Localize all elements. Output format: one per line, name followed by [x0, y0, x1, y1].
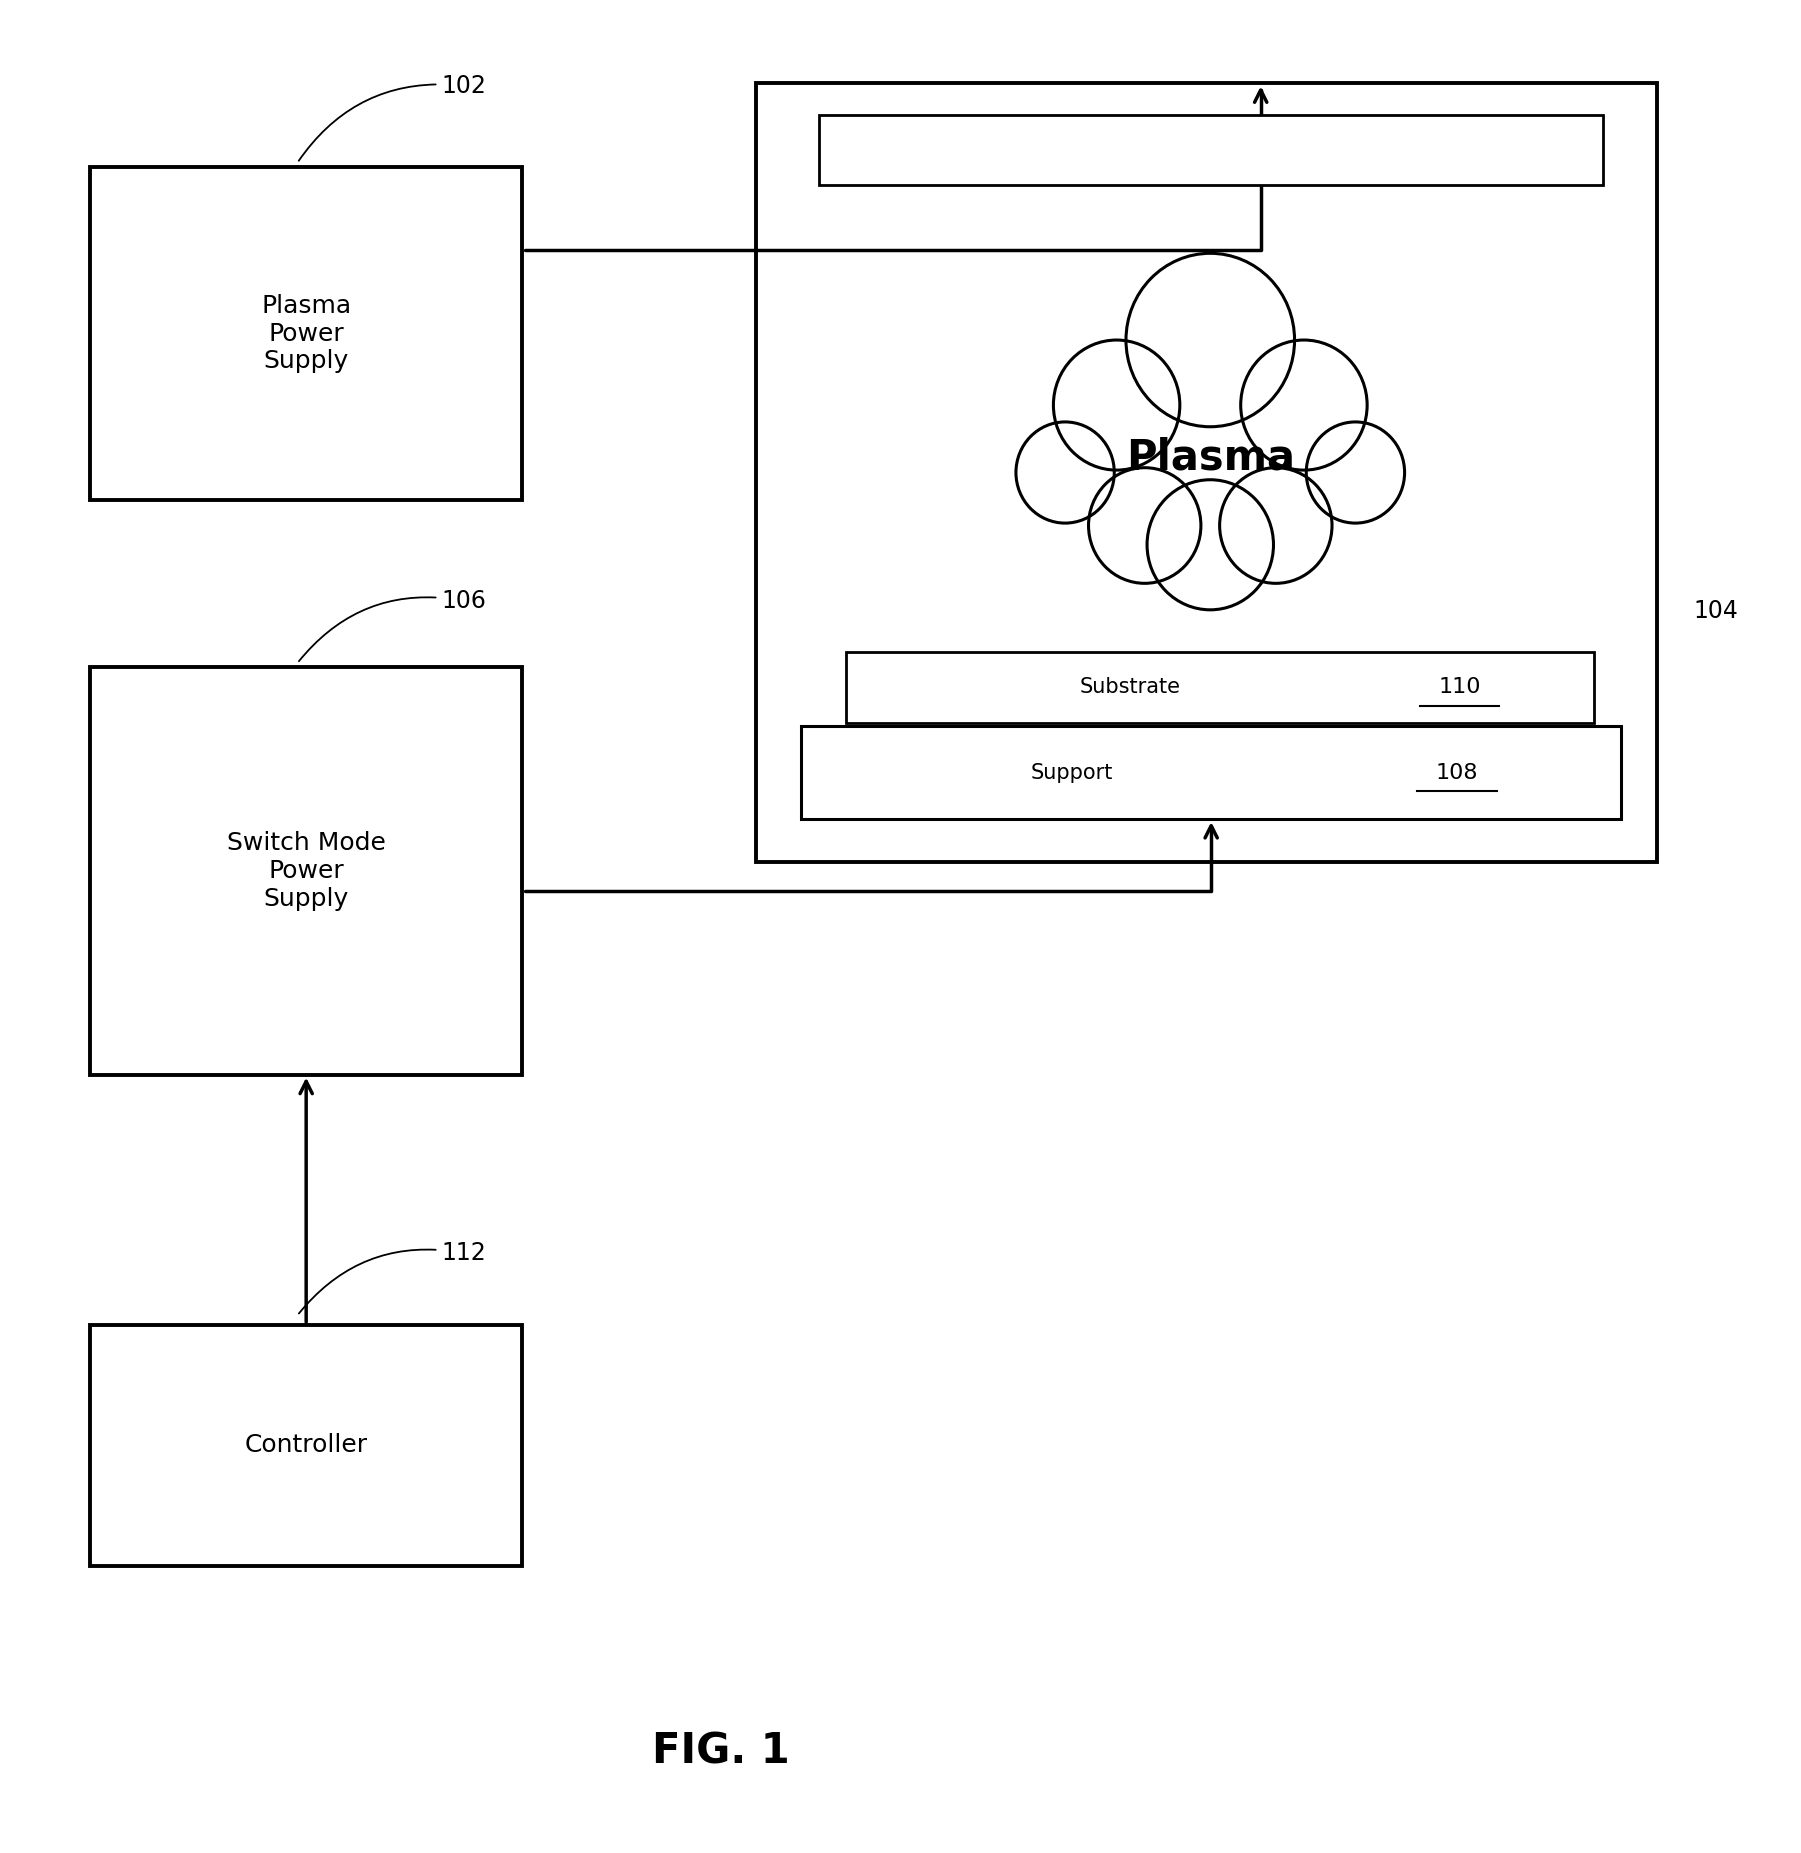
- Text: Plasma
Power
Supply: Plasma Power Supply: [261, 295, 351, 372]
- Bar: [756, 83, 1657, 862]
- Circle shape: [1219, 467, 1333, 584]
- Bar: [90, 1325, 522, 1566]
- Text: 108: 108: [1435, 763, 1479, 782]
- Bar: [846, 652, 1594, 723]
- Circle shape: [1147, 480, 1273, 610]
- Text: 102: 102: [299, 74, 486, 161]
- Text: 106: 106: [299, 589, 486, 662]
- Circle shape: [1126, 254, 1295, 426]
- Circle shape: [1306, 422, 1405, 523]
- Text: FIG. 1: FIG. 1: [652, 1731, 789, 1771]
- Text: Controller: Controller: [245, 1434, 367, 1456]
- Text: 110: 110: [1439, 678, 1480, 697]
- Text: 112: 112: [299, 1242, 486, 1314]
- Text: Plasma: Plasma: [1126, 437, 1295, 478]
- Bar: [801, 726, 1621, 819]
- Text: Switch Mode
Power
Supply: Switch Mode Power Supply: [227, 832, 385, 910]
- Bar: [90, 667, 522, 1075]
- Circle shape: [1088, 467, 1201, 584]
- Circle shape: [1016, 422, 1115, 523]
- Text: Substrate: Substrate: [1081, 678, 1181, 697]
- Bar: [819, 115, 1603, 185]
- Text: 104: 104: [1693, 600, 1738, 623]
- Circle shape: [1241, 341, 1367, 471]
- Circle shape: [1054, 341, 1180, 471]
- Text: Support: Support: [1030, 763, 1113, 782]
- Bar: [90, 167, 522, 500]
